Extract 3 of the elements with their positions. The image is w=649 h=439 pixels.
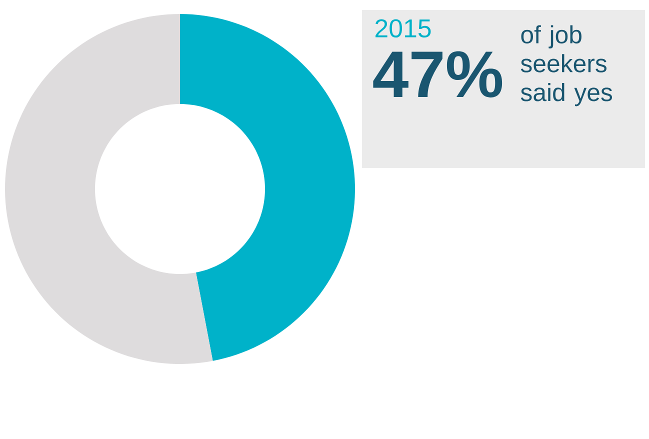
text: of job seekers said yes xyxy=(520,25,612,106)
chart-title: 2015 xyxy=(375,19,431,38)
data-label: 47% xyxy=(373,51,502,98)
